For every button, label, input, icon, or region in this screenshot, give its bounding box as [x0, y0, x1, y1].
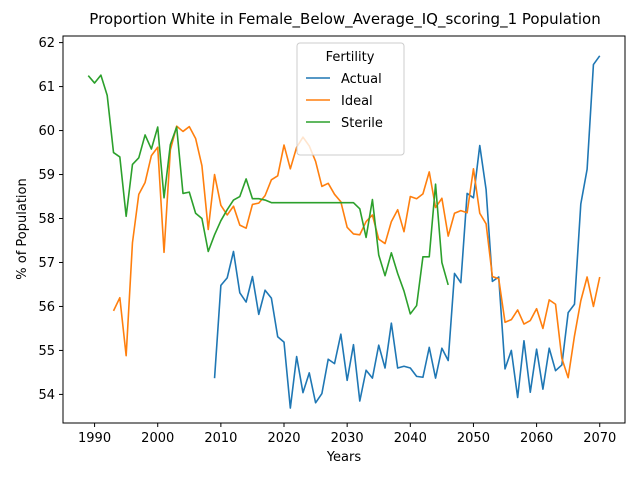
legend-title: Fertility	[326, 50, 375, 65]
x-tick-label: 2060	[520, 431, 553, 446]
series-lines	[87, 55, 601, 409]
x-tick-label: 2050	[457, 431, 490, 446]
y-axis-label: % of Population	[15, 178, 30, 279]
series-line-sterile	[87, 74, 449, 315]
x-tick-label: 2070	[583, 431, 616, 446]
x-tick-label: 2000	[141, 431, 174, 446]
legend-label-actual: Actual	[341, 72, 382, 87]
y-axis: 54 55 56 57 58 59 60 61 62	[38, 36, 63, 403]
x-tick-label: 2030	[331, 431, 364, 446]
y-tick-label: 59	[38, 168, 55, 183]
x-tick-label: 1990	[78, 431, 111, 446]
x-tick-label: 2020	[267, 431, 300, 446]
series-line-ideal	[112, 125, 601, 379]
legend-label-sterile: Sterile	[341, 116, 383, 131]
y-tick-label: 56	[38, 300, 55, 315]
y-tick-label: 60	[38, 124, 55, 139]
legend-label-ideal: Ideal	[341, 94, 373, 109]
x-axis-label: Years	[326, 450, 362, 465]
axes-frame	[62, 35, 626, 424]
y-tick-label: 54	[38, 388, 55, 403]
legend-box	[296, 42, 405, 156]
chart-title: Proportion White in Female_Below_Average…	[89, 10, 600, 29]
legend-entries: Actual Ideal Sterile	[306, 72, 383, 131]
y-tick-label: 62	[38, 36, 55, 51]
y-tick-label: 57	[38, 256, 55, 271]
x-tick-label: 2010	[204, 431, 237, 446]
y-tick-label: 55	[38, 344, 55, 359]
y-tick-label: 58	[38, 212, 55, 227]
x-axis: 1990 2000 2010 2020 2030 2040 2050 2060 2070	[78, 423, 616, 446]
x-tick-label: 2040	[394, 431, 427, 446]
legend: Fertility Actual Ideal Sterile	[296, 42, 405, 156]
series-line-actual	[213, 55, 601, 409]
y-tick-label: 61	[38, 80, 55, 95]
